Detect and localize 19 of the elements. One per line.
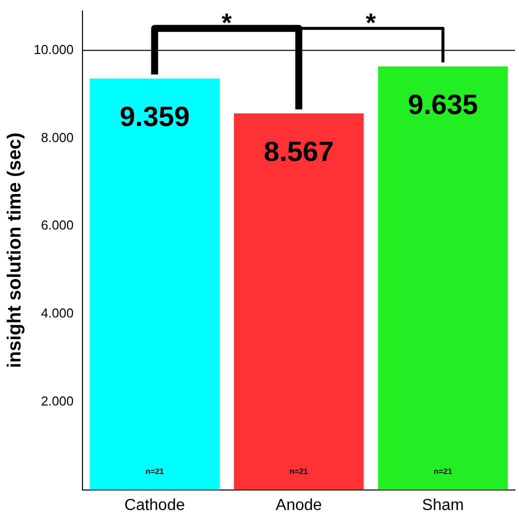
- text: *: [366, 8, 377, 38]
- text: *: [222, 8, 233, 38]
- y-tick-label: 10.000: [34, 42, 74, 57]
- bar: [378, 66, 508, 490]
- bar: [234, 113, 364, 490]
- x-tick-label: Cathode: [124, 496, 185, 514]
- x-tick-label: Sham: [422, 496, 464, 514]
- y-tick-label: 6.000: [41, 218, 74, 233]
- data-label: 9.359: [120, 101, 190, 132]
- data-label: 9.635: [408, 89, 478, 120]
- annotation: n=21: [145, 467, 164, 476]
- annotation: n=21: [434, 467, 453, 476]
- annotation: n=21: [290, 467, 309, 476]
- y-axis-title: insight solution time (sec): [4, 132, 26, 368]
- y-tick-label: 4.000: [41, 306, 74, 321]
- data-label: 8.567: [264, 136, 334, 168]
- y-tick-label: 2.000: [41, 393, 74, 408]
- y-tick-label: 8.000: [41, 130, 74, 145]
- x-tick-label: Anode: [276, 496, 322, 514]
